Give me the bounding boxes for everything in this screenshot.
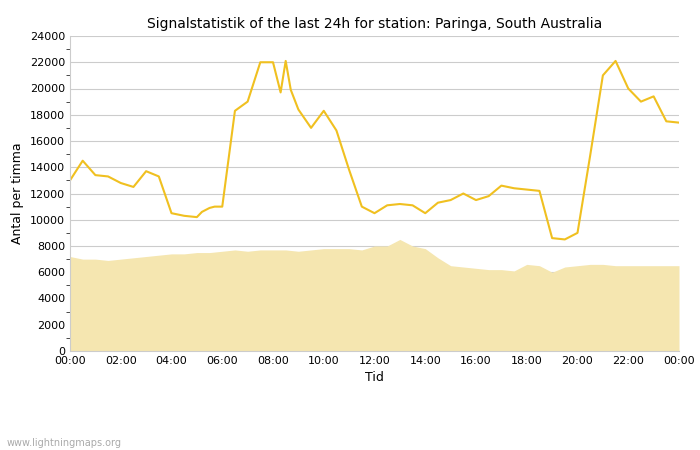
Legend: Medelsignal per station, Signals station Paringa, South Australia: Medelsignal per station, Signals station… <box>150 446 599 450</box>
Text: www.lightningmaps.org: www.lightningmaps.org <box>7 438 122 448</box>
X-axis label: Tid: Tid <box>365 371 384 384</box>
Y-axis label: Antal per timma: Antal per timma <box>11 143 25 244</box>
Title: Signalstatistik of the last 24h for station: Paringa, South Australia: Signalstatistik of the last 24h for stat… <box>147 17 602 31</box>
